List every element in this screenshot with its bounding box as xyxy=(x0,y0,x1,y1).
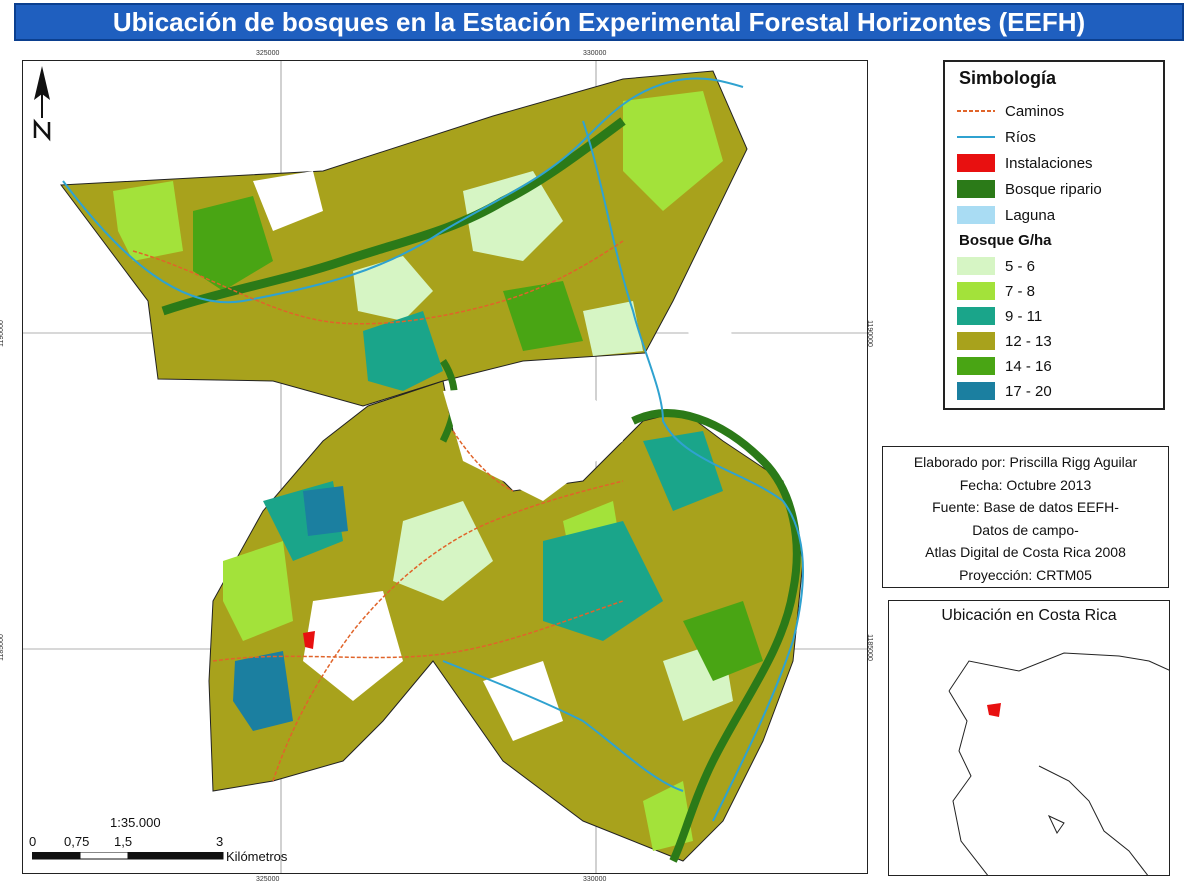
forest-patch-5-6 xyxy=(463,171,563,261)
costa-rica-outline xyxy=(948,652,1169,875)
legend-class: 17 - 20 xyxy=(957,380,1052,402)
credit-line: Fuente: Base de datos EEFH- xyxy=(932,499,1119,515)
legend: Simbología Caminos Ríos Instalaciones Bo… xyxy=(943,60,1165,410)
legend-item-facilities: Instalaciones xyxy=(957,152,1093,174)
class-swatch xyxy=(957,382,995,400)
riparian-swatch xyxy=(957,180,995,198)
forest-patch-14-16 xyxy=(193,196,273,291)
credit-line: Elaborado por: Priscilla Rigg Aguilar xyxy=(913,454,1138,470)
forest-patch-14-16 xyxy=(683,601,763,681)
forest-patch-5-6 xyxy=(393,501,493,601)
legend-item-riparian: Bosque ripario xyxy=(957,178,1102,200)
class-swatch xyxy=(957,357,995,375)
non-forest-area xyxy=(443,381,623,501)
non-forest-area xyxy=(253,171,323,231)
non-forest-area xyxy=(483,661,563,741)
road xyxy=(212,600,624,662)
legend-label: 14 - 16 xyxy=(1005,357,1052,375)
river xyxy=(62,77,744,304)
forest-patch-17-20 xyxy=(233,651,293,731)
lagoon-swatch xyxy=(957,206,995,224)
credit-line: Proyección: CRTM05 xyxy=(959,566,1092,583)
legend-label: 9 - 11 xyxy=(1005,307,1043,325)
legend-label: Laguna xyxy=(1005,206,1056,224)
coord-top-1: 325000 xyxy=(256,50,280,57)
forest-patch-7-8 xyxy=(623,91,723,211)
class-swatch xyxy=(957,282,995,300)
road xyxy=(452,430,514,492)
forest-patch-17-20 xyxy=(303,486,348,536)
forest-map[interactable] xyxy=(23,61,868,874)
forest-patch-9-11 xyxy=(363,311,443,391)
credits-box: Elaborado por: Priscilla Rigg Aguilar Fe… xyxy=(882,446,1169,588)
legend-label: Ríos xyxy=(1005,128,1036,146)
class-swatch xyxy=(957,257,995,275)
non-forest-area xyxy=(683,291,733,351)
legend-label: 17 - 20 xyxy=(1005,382,1052,400)
legend-item-rivers: Ríos xyxy=(957,126,1036,148)
scale-ratio: 1:35.000 xyxy=(110,815,161,830)
legend-label: 12 - 13 xyxy=(1005,332,1052,350)
forest-patch-9-11 xyxy=(643,431,723,511)
coord-left-1: 1190000 xyxy=(0,320,5,347)
forest-patch-14-16 xyxy=(503,281,583,351)
legend-title: Simbología xyxy=(959,68,1057,88)
coord-bottom-1: 325000 xyxy=(256,876,280,883)
south-sector xyxy=(208,380,804,862)
credit-line: Fecha: Octubre 2013 xyxy=(959,476,1092,493)
forest-patch-5-6 xyxy=(583,301,643,356)
river xyxy=(582,120,804,822)
class-swatch xyxy=(957,307,995,325)
road-symbol-icon xyxy=(957,102,995,120)
scale-tick-2: 1,5 xyxy=(114,834,133,849)
road xyxy=(272,480,624,782)
credit-line: Datos de campo- xyxy=(972,521,1079,538)
legend-item-roads: Caminos xyxy=(957,100,1064,122)
river xyxy=(442,660,684,792)
map-frame[interactable] xyxy=(22,60,868,874)
north-arrow-icon xyxy=(33,66,51,142)
class-swatch xyxy=(957,332,995,350)
scale-tick-1: 0,75 xyxy=(64,834,90,849)
inset-map: Ubicación en Costa Rica xyxy=(888,600,1170,876)
forest-patch-7-8 xyxy=(113,181,183,261)
coord-top-2: 330000 xyxy=(583,50,607,57)
scale-tick-0: 0 xyxy=(29,834,37,849)
riparian-forest xyxy=(631,409,801,863)
facility-swatch xyxy=(957,154,995,172)
river-symbol-icon xyxy=(957,128,995,146)
non-forest-area xyxy=(303,591,403,701)
legend-label: Caminos xyxy=(1005,102,1065,120)
facility xyxy=(303,631,315,649)
legend-label: Instalaciones xyxy=(1005,154,1093,172)
forest-patch-9-11 xyxy=(543,521,663,641)
legend-label: Bosque ripario xyxy=(1005,180,1102,198)
legend-class: 12 - 13 xyxy=(957,330,1052,352)
legend-class: 5 - 6 xyxy=(957,255,1035,277)
forest-patch-7-8 xyxy=(223,541,293,641)
road xyxy=(132,240,624,325)
inset-title: Ubicación en Costa Rica xyxy=(941,607,1117,624)
credit-line: Atlas Digital de Costa Rica 2008 xyxy=(925,544,1126,560)
scale-tick-3: 3 xyxy=(216,834,224,849)
legend-class: 7 - 8 xyxy=(957,280,1035,302)
legend-class: 9 - 11 xyxy=(957,305,1042,327)
title-bar: Ubicación de bosques en la Estación Expe… xyxy=(14,3,1184,41)
coord-bottom-2: 330000 xyxy=(583,876,607,883)
scale-unit: Kilómetros xyxy=(226,849,288,864)
legend-class: 14 - 16 xyxy=(957,355,1052,377)
coord-left-2: 1185000 xyxy=(0,634,5,661)
legend-subtitle: Bosque G/ha xyxy=(959,232,1052,249)
legend-item-lagoon: Laguna xyxy=(957,204,1055,226)
legend-label: 5 - 6 xyxy=(1005,257,1036,275)
riparian-forest xyxy=(161,117,626,316)
legend-label: 7 - 8 xyxy=(1005,282,1036,300)
scale-bar xyxy=(32,852,224,860)
map-title: Ubicación de bosques en la Estación Expe… xyxy=(112,6,1086,37)
location-marker xyxy=(987,703,1001,717)
forest-patch-5-6 xyxy=(353,256,433,321)
